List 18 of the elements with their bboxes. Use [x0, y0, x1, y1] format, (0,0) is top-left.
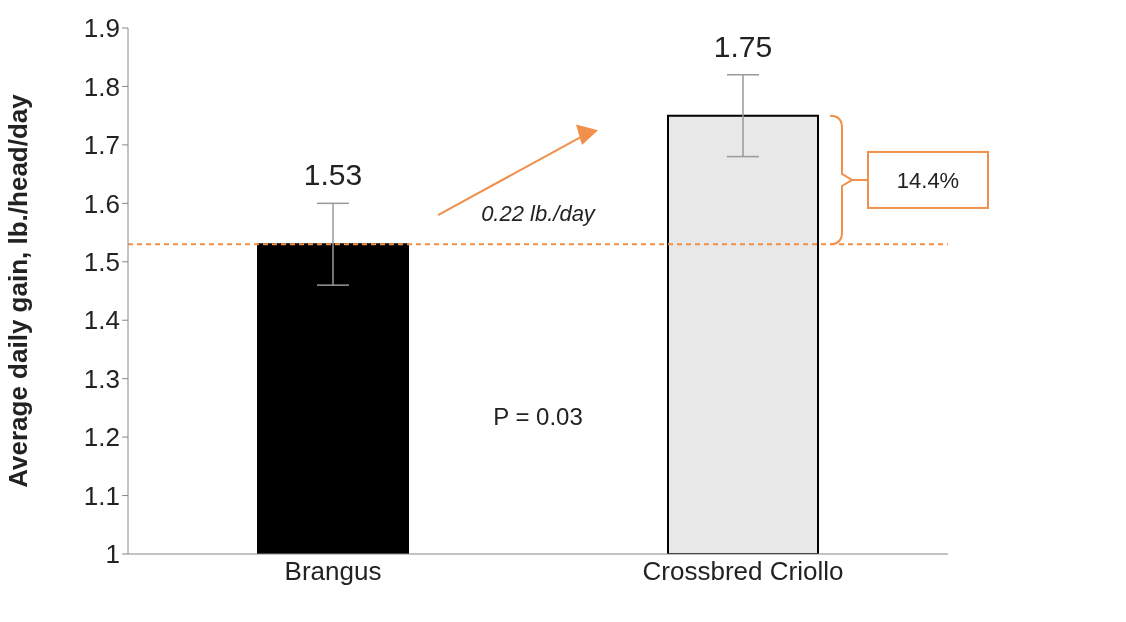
- y-tick-label: 1.3: [83, 363, 120, 394]
- y-tick-label: 1.7: [83, 130, 120, 161]
- y-tick-label: 1.5: [83, 247, 120, 278]
- y-tick-label: 1.6: [83, 188, 120, 219]
- y-tick-label: 1.9: [83, 13, 120, 44]
- y-axis-title: Average daily gain, lb./head/day: [3, 93, 34, 488]
- y-tick-label: 1.2: [83, 422, 120, 453]
- x-tick-label: Crossbred Criollo: [642, 556, 844, 587]
- data-label: 1.75: [713, 29, 773, 63]
- annotation: 14.4%: [896, 167, 960, 193]
- data-label: 1.53: [303, 158, 363, 192]
- annotation: 0.22 lb./day: [481, 200, 597, 226]
- y-tick-label: 1.1: [83, 480, 120, 511]
- y-tick-label: 1: [105, 539, 120, 570]
- y-tick-label: 1.8: [83, 71, 120, 102]
- annotation: P = 0.03: [493, 403, 583, 431]
- x-tick-label: Brangus: [284, 556, 382, 587]
- y-tick-label: 1.4: [83, 305, 120, 336]
